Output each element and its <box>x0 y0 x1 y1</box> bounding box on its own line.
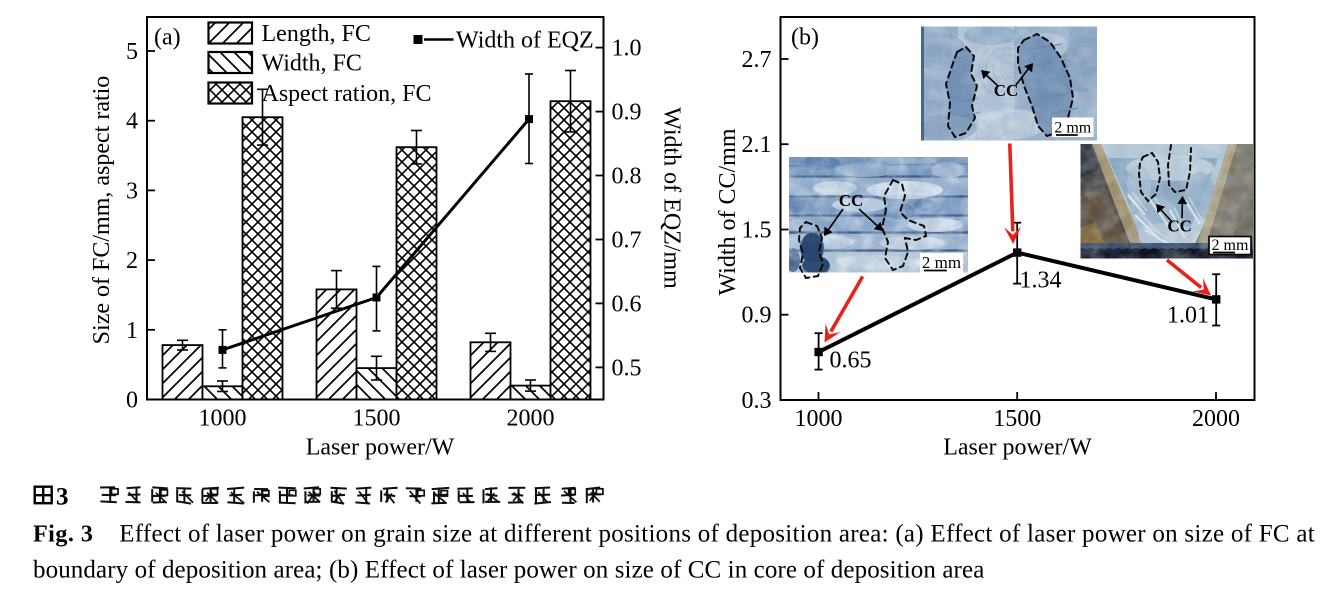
svg-text:1: 1 <box>126 318 138 344</box>
svg-text:Laser power/W: Laser power/W <box>943 435 1092 461</box>
svg-text:Width of EQZ/mm: Width of EQZ/mm <box>659 107 685 289</box>
svg-text:1000: 1000 <box>199 406 247 432</box>
svg-text:0.8: 0.8 <box>612 164 642 190</box>
svg-text:CC: CC <box>839 191 864 210</box>
svg-text:1500: 1500 <box>353 406 401 432</box>
svg-text:5: 5 <box>126 39 138 65</box>
svg-text:2.7: 2.7 <box>742 47 772 73</box>
svg-text:2: 2 <box>126 248 138 274</box>
svg-text:Laser power/W: Laser power/W <box>306 435 455 461</box>
svg-text:1000: 1000 <box>795 406 843 432</box>
svg-text:(a): (a) <box>154 25 181 51</box>
svg-text:0.3: 0.3 <box>742 388 772 414</box>
svg-text:CC: CC <box>994 81 1019 100</box>
svg-text:(b): (b) <box>791 25 819 51</box>
svg-text:Length, FC: Length, FC <box>262 21 371 47</box>
svg-text:Fig. 3: Fig. 3 <box>33 522 93 548</box>
svg-text:2000: 2000 <box>507 406 555 432</box>
svg-text:Width of EQZ: Width of EQZ <box>456 28 594 54</box>
svg-text:2 mm: 2 mm <box>922 253 961 272</box>
svg-text:0.9: 0.9 <box>742 303 772 329</box>
svg-text:0.9: 0.9 <box>612 100 642 126</box>
svg-text:Width, FC: Width, FC <box>262 51 362 77</box>
svg-text:2 mm: 2 mm <box>1054 120 1091 137</box>
svg-text:CC: CC <box>1167 217 1192 236</box>
svg-text:2 mm: 2 mm <box>1212 237 1249 254</box>
svg-text:Size of FC/mm, aspect ratio: Size of FC/mm, aspect ratio <box>89 76 115 345</box>
svg-text:0.7: 0.7 <box>612 228 642 254</box>
svg-text:4: 4 <box>126 109 138 135</box>
svg-text:boundary of deposition area; (: boundary of deposition area; (b) Effect … <box>33 557 984 584</box>
svg-text:0.5: 0.5 <box>612 355 642 381</box>
svg-text:3: 3 <box>126 178 138 204</box>
svg-text:1500: 1500 <box>993 406 1041 432</box>
svg-text:2000: 2000 <box>1192 406 1240 432</box>
svg-text:1.5: 1.5 <box>742 218 772 244</box>
svg-text:Aspect ration, FC: Aspect ration, FC <box>262 81 432 107</box>
svg-text:0: 0 <box>126 388 138 414</box>
svg-text:0.65: 0.65 <box>830 348 872 374</box>
svg-text:1.34: 1.34 <box>1020 268 1062 294</box>
svg-text:2.1: 2.1 <box>742 132 772 158</box>
svg-text:Width of CC/mm: Width of CC/mm <box>715 128 741 295</box>
svg-text:1.01: 1.01 <box>1167 303 1209 329</box>
svg-text:0.6: 0.6 <box>612 291 642 317</box>
svg-text:3: 3 <box>56 484 69 511</box>
svg-text:Effect of laser power on grain: Effect of laser power on grain size at d… <box>119 521 1315 548</box>
svg-text:1.0: 1.0 <box>612 36 642 62</box>
